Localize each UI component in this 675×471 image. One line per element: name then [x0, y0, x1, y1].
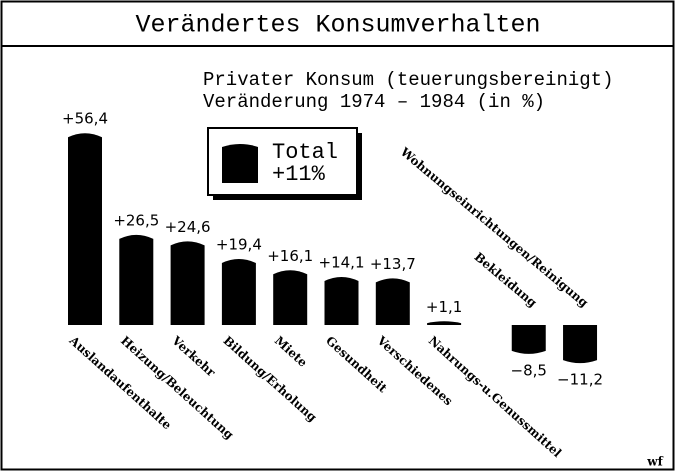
value-label: +16,1 [267, 247, 313, 265]
value-label: +13,7 [370, 255, 416, 273]
value-label: −11,2 [557, 371, 603, 389]
value-label: +24,6 [165, 218, 211, 236]
source: wf [646, 455, 663, 469]
bar [170, 241, 205, 325]
bar [375, 278, 410, 325]
subtitle: Privater Konsum (teuerungsbereinigt) [203, 69, 613, 91]
bar [273, 270, 308, 325]
legend-icon [222, 144, 258, 183]
subtitle: Veränderung 1974 – 1984 (in %) [203, 91, 545, 113]
bar [511, 325, 546, 354]
chart-title: Verändertes Konsumverhalten [135, 11, 540, 40]
bar [119, 234, 154, 325]
value-label: +1,1 [426, 298, 462, 316]
bar [427, 321, 462, 325]
bar [221, 259, 256, 325]
legend-text: +11% [272, 162, 326, 187]
bar [563, 325, 598, 364]
value-label: +19,4 [216, 236, 262, 254]
legend-title: Total [272, 140, 338, 165]
value-label: +26,5 [113, 211, 159, 229]
bar [324, 277, 359, 325]
value-label: −8,5 [511, 361, 547, 379]
value-label: +14,1 [319, 254, 365, 272]
value-label: +56,4 [62, 110, 108, 128]
bar [68, 133, 102, 325]
